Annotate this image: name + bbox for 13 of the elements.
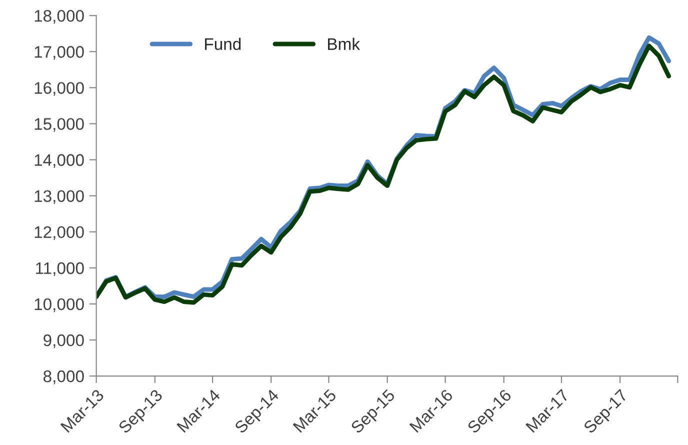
y-tick-label: 8,000 [44,370,84,384]
y-tick-label: 9,000 [44,334,84,348]
y-tick-label: 14,000 [34,154,84,168]
y-tick-label: 10,000 [34,298,84,312]
legend-label: Fund [205,38,241,50]
y-tick-label: 12,000 [34,226,84,240]
y-tick-label: 15,000 [34,118,84,132]
legend-label: Bmk [328,38,360,50]
y-tick-label: 18,000 [34,10,84,24]
y-tick-label: 17,000 [34,46,84,60]
y-tick-label: 13,000 [34,190,84,204]
y-tick-label: 16,000 [34,82,84,96]
y-tick-label: 11,000 [36,262,84,276]
